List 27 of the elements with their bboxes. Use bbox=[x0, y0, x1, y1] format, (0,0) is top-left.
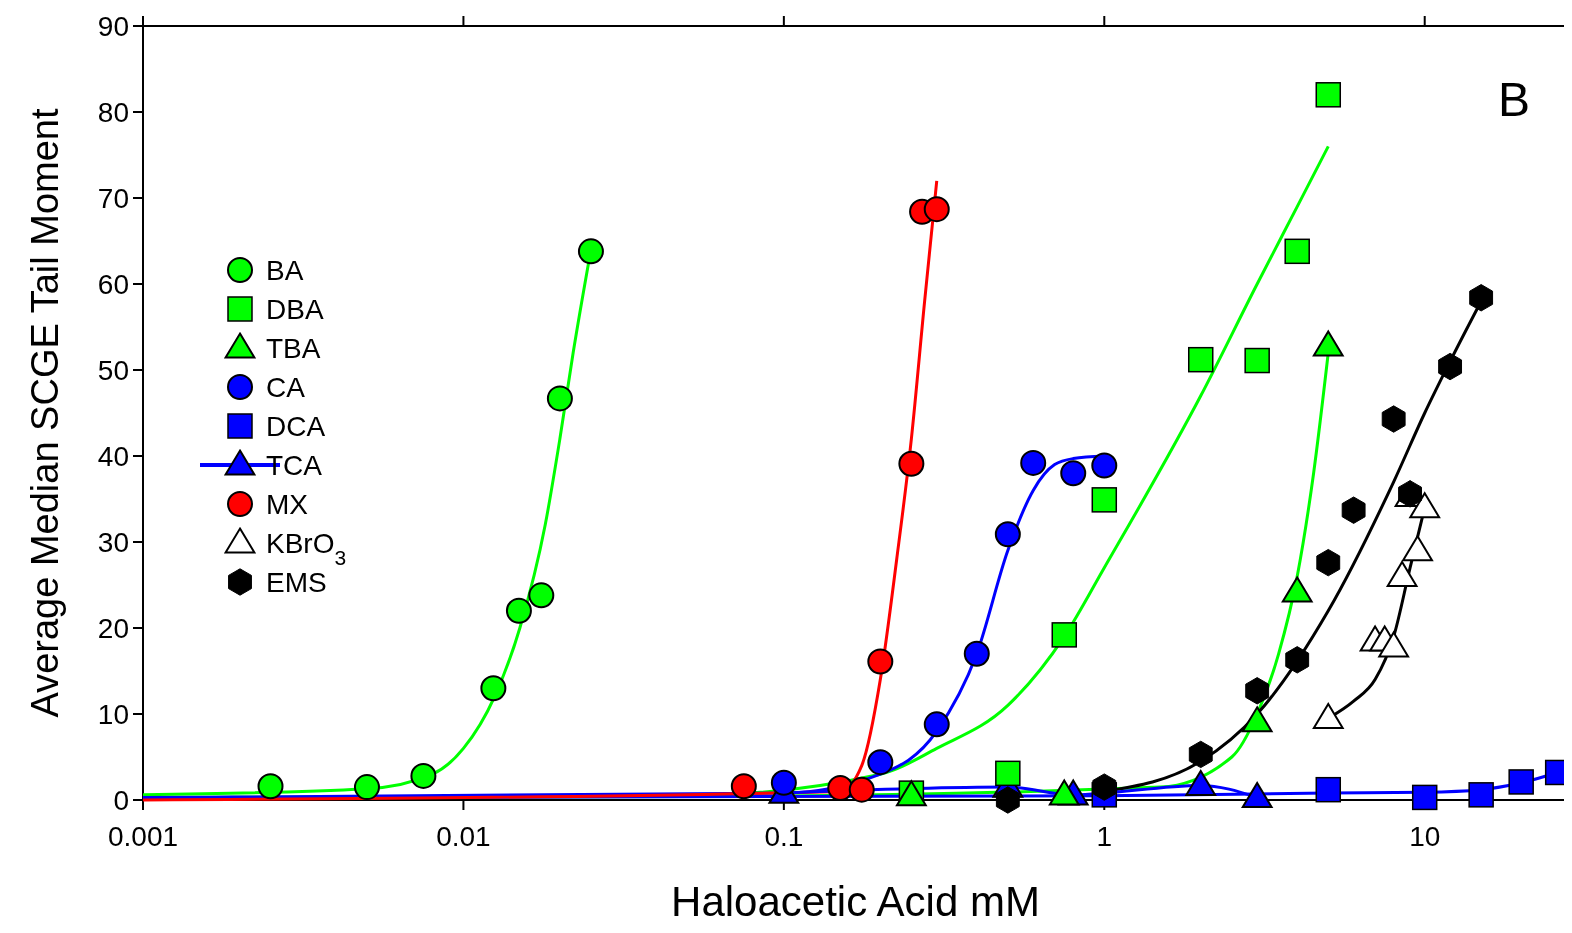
legend-label: EMS bbox=[266, 567, 327, 598]
y-tick-label: 30 bbox=[97, 527, 129, 558]
legend-label: DCA bbox=[266, 411, 326, 442]
y-tick-label: 20 bbox=[97, 613, 129, 644]
y-tick-label: 80 bbox=[97, 97, 129, 128]
legend-label: CA bbox=[266, 372, 306, 403]
y-tick-label: 10 bbox=[97, 699, 129, 730]
x-tick-label: 0.001 bbox=[107, 821, 179, 852]
y-tick-label: 50 bbox=[97, 355, 129, 386]
y-tick-label: 90 bbox=[97, 11, 129, 42]
legend-label: KBrO$_{3}$ bbox=[266, 528, 347, 569]
x-tick-label: 0.1 bbox=[764, 821, 804, 852]
legend-label: BA bbox=[266, 255, 304, 286]
legend-label: TCA bbox=[266, 450, 323, 481]
x-axis-title: Haloacetic Acid mM bbox=[671, 878, 1040, 925]
y-tick-label: 70 bbox=[97, 183, 129, 214]
legend-label: DBA bbox=[266, 294, 324, 325]
y-axis-title: Average Median SCGE Tail Moment bbox=[24, 108, 66, 718]
y-tick-label: 0 bbox=[113, 785, 129, 816]
x-tick-label: 10 bbox=[1409, 821, 1441, 852]
legend-label: TBA bbox=[266, 333, 321, 364]
y-tick-label: 60 bbox=[97, 269, 129, 300]
y-tick-label: 40 bbox=[97, 441, 129, 472]
x-tick-label: 0.01 bbox=[436, 821, 491, 852]
legend-label: MX bbox=[266, 489, 309, 520]
x-tick-label: 1 bbox=[1096, 821, 1113, 852]
annotation: B bbox=[1498, 73, 1531, 126]
